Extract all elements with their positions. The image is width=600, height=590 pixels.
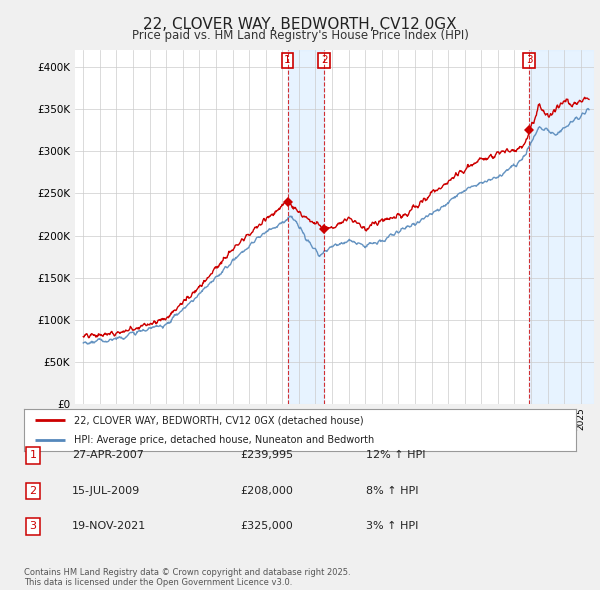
Text: HPI: Average price, detached house, Nuneaton and Bedworth: HPI: Average price, detached house, Nune… — [74, 435, 374, 445]
Text: Contains HM Land Registry data © Crown copyright and database right 2025.: Contains HM Land Registry data © Crown c… — [24, 568, 350, 577]
Text: 1: 1 — [284, 55, 291, 65]
Text: 3% ↑ HPI: 3% ↑ HPI — [366, 522, 418, 531]
Text: 27-APR-2007: 27-APR-2007 — [72, 451, 144, 460]
Text: £239,995: £239,995 — [240, 451, 293, 460]
Text: 15-JUL-2009: 15-JUL-2009 — [72, 486, 140, 496]
Text: 1: 1 — [29, 451, 37, 460]
Text: £208,000: £208,000 — [240, 486, 293, 496]
Text: £325,000: £325,000 — [240, 522, 293, 531]
Text: 19-NOV-2021: 19-NOV-2021 — [72, 522, 146, 531]
Text: 8% ↑ HPI: 8% ↑ HPI — [366, 486, 419, 496]
Text: 2: 2 — [29, 486, 37, 496]
Text: 2: 2 — [321, 55, 328, 65]
Bar — [529, 50, 594, 404]
Text: 3: 3 — [29, 522, 37, 531]
Bar — [287, 50, 325, 404]
Text: Price paid vs. HM Land Registry's House Price Index (HPI): Price paid vs. HM Land Registry's House … — [131, 30, 469, 42]
Text: 12% ↑ HPI: 12% ↑ HPI — [366, 451, 425, 460]
Text: 3: 3 — [526, 55, 532, 65]
Text: This data is licensed under the Open Government Licence v3.0.: This data is licensed under the Open Gov… — [24, 578, 292, 587]
Text: 22, CLOVER WAY, BEDWORTH, CV12 0GX: 22, CLOVER WAY, BEDWORTH, CV12 0GX — [143, 17, 457, 31]
Text: 22, CLOVER WAY, BEDWORTH, CV12 0GX (detached house): 22, CLOVER WAY, BEDWORTH, CV12 0GX (deta… — [74, 415, 364, 425]
